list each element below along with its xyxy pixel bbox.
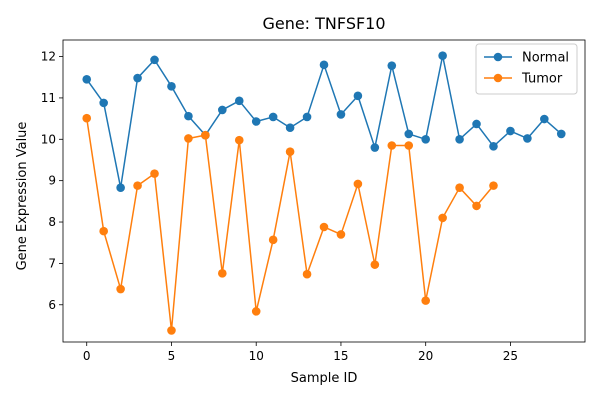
data-point-normal <box>523 134 532 143</box>
data-point-tumor <box>302 269 312 279</box>
data-point-tumor <box>421 296 430 305</box>
data-point-tumor <box>150 169 159 178</box>
data-point-tumor <box>370 260 380 269</box>
data-point-tumor <box>268 235 278 245</box>
data-point-normal <box>234 96 244 106</box>
data-point-normal <box>167 82 176 91</box>
y-tick-label: 12 <box>41 50 56 64</box>
y-tick-label: 10 <box>41 132 56 146</box>
data-point-normal <box>251 117 261 126</box>
axes-frame <box>62 39 586 343</box>
data-point-tumor <box>234 135 244 145</box>
data-point-tumor <box>285 147 295 156</box>
y-tick-label: 6 <box>48 298 56 312</box>
data-point-tumor <box>133 181 142 190</box>
legend-marker-tumor <box>493 73 503 83</box>
data-point-tumor <box>99 226 108 236</box>
data-point-tumor <box>167 326 176 335</box>
x-tick-label: 5 <box>168 349 176 363</box>
data-point-normal <box>438 51 447 61</box>
data-point-tumor <box>82 113 92 123</box>
data-point-tumor <box>218 269 227 278</box>
legend: Normal Tumor <box>475 43 578 95</box>
y-tick-label: 8 <box>48 215 56 229</box>
data-point-normal <box>370 143 380 152</box>
y-tick-label: 11 <box>41 91 56 105</box>
plot-area: 0 5 10 15 20 25 6 7 8 9 10 11 12 Normal Tumor <box>41 39 586 363</box>
data-point-tumor <box>184 134 193 143</box>
data-point-normal <box>336 110 346 119</box>
data-point-normal <box>285 123 295 133</box>
x-tick-label: 25 <box>503 349 518 363</box>
y-axis-label: Gene Expression Value <box>15 122 30 271</box>
data-point-tumor <box>489 181 498 190</box>
data-point-normal <box>150 55 159 65</box>
data-point-normal <box>99 98 108 108</box>
x-tick-label: 10 <box>249 349 264 363</box>
data-point-normal <box>116 183 125 192</box>
data-point-tumor <box>251 307 261 316</box>
data-point-normal <box>556 129 566 139</box>
data-point-normal <box>353 91 363 101</box>
x-axis-label: Sample ID <box>291 371 358 386</box>
data-point-normal <box>133 73 142 83</box>
data-point-normal <box>489 142 498 151</box>
data-point-tumor <box>336 230 346 239</box>
chart-title: Gene: TNFSF10 <box>262 14 385 33</box>
data-point-tumor <box>438 213 447 223</box>
data-point-normal <box>421 134 430 144</box>
data-point-normal <box>506 126 515 136</box>
data-point-normal <box>387 61 397 70</box>
legend-label-tumor: Tumor <box>521 72 563 87</box>
data-point-normal <box>404 129 414 139</box>
data-point-normal <box>540 114 549 124</box>
data-point-normal <box>472 119 481 129</box>
legend-label-normal: Normal <box>522 51 569 66</box>
data-point-normal <box>184 111 193 121</box>
data-point-normal <box>218 105 227 115</box>
data-point-tumor <box>387 141 397 150</box>
data-point-normal <box>268 112 278 122</box>
data-point-normal <box>319 60 329 70</box>
y-tick-label: 7 <box>48 256 56 270</box>
x-tick-label: 15 <box>333 349 348 363</box>
data-point-tumor <box>353 179 363 189</box>
data-point-normal <box>455 134 464 144</box>
y-tick-label: 9 <box>48 174 56 188</box>
data-point-tumor <box>455 183 464 192</box>
x-tick-label: 0 <box>83 349 91 363</box>
data-point-tumor <box>404 141 414 150</box>
data-point-normal <box>82 75 92 84</box>
data-point-tumor <box>116 284 125 294</box>
legend-marker-normal <box>493 52 503 62</box>
data-point-tumor <box>319 222 329 232</box>
data-point-tumor <box>472 201 481 211</box>
data-point-tumor <box>201 130 210 140</box>
data-point-normal <box>302 112 312 122</box>
x-tick-label: 20 <box>418 349 433 363</box>
